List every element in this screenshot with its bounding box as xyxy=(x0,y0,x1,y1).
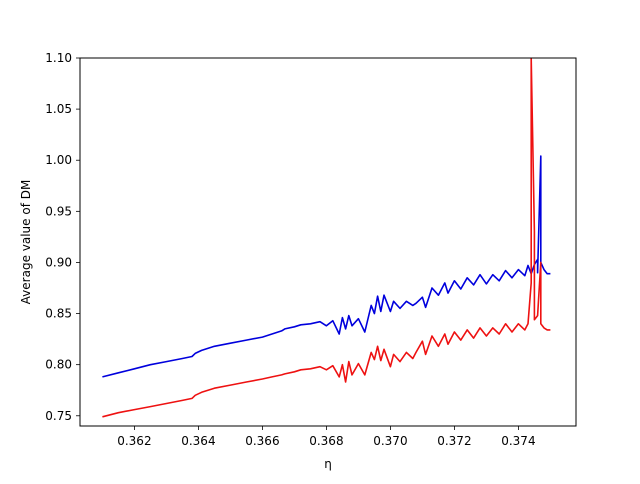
y-tick-label: 1.10 xyxy=(45,51,72,65)
plot-lines xyxy=(102,58,551,418)
series-line-1 xyxy=(102,155,551,378)
x-axis-label: η xyxy=(324,457,332,471)
x-tick-label: 0.372 xyxy=(437,434,471,448)
x-tick-label: 0.370 xyxy=(373,434,407,448)
x-tick-label: 0.366 xyxy=(245,434,279,448)
y-tick-label: 1.05 xyxy=(45,102,72,116)
x-tick-label: 0.368 xyxy=(309,434,343,448)
y-tick-label: 0.85 xyxy=(45,307,72,321)
y-tick-label: 0.75 xyxy=(45,409,72,423)
x-tick-label: 0.374 xyxy=(501,434,535,448)
x-tick-label: 0.364 xyxy=(181,434,215,448)
y-tick-label: 1.00 xyxy=(45,153,72,167)
x-axis-ticks: 0.362 0.364 0.366 0.368 0.370 0.372 0.374 xyxy=(117,426,536,448)
y-tick-label: 0.80 xyxy=(45,358,72,372)
y-axis-label: Average value of DM xyxy=(19,180,33,305)
x-tick-label: 0.362 xyxy=(117,434,151,448)
series-line-2 xyxy=(102,58,551,418)
y-tick-label: 0.90 xyxy=(45,255,72,269)
y-axis-ticks: 0.75 0.80 0.85 0.90 0.95 1.00 1.05 1.10 xyxy=(45,51,80,423)
axes-frame xyxy=(79,57,577,427)
y-tick-label: 0.95 xyxy=(45,204,72,218)
